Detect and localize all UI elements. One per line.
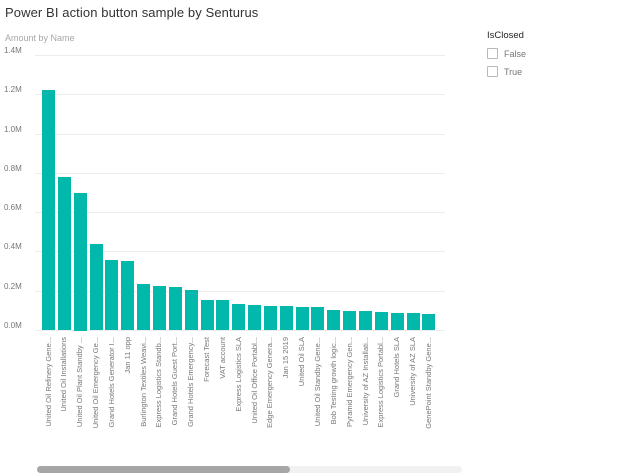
x-axis-label: Jan 11 opp bbox=[123, 337, 132, 374]
bar[interactable] bbox=[58, 177, 71, 330]
bar[interactable] bbox=[42, 90, 55, 330]
y-axis-tick-label: 0.4M bbox=[4, 242, 22, 251]
gridline bbox=[35, 251, 445, 252]
x-axis-label: Grand Hotels Generator I... bbox=[107, 337, 116, 428]
x-axis-label: VAT account bbox=[218, 337, 227, 379]
bar[interactable] bbox=[201, 300, 214, 330]
horizontal-scrollbar-track[interactable] bbox=[37, 466, 462, 473]
isclosed-slicer: IsClosed False True bbox=[487, 30, 597, 84]
y-axis-tick-label: 0.2M bbox=[4, 282, 22, 291]
x-axis-label: United Oil Emergency Ge... bbox=[91, 337, 100, 429]
bar[interactable] bbox=[90, 244, 103, 330]
bar[interactable] bbox=[296, 307, 309, 330]
x-axis-label: Grand Hotels Emergency... bbox=[186, 337, 195, 427]
x-axis-label: Express Logistics SLA bbox=[234, 337, 243, 412]
x-axis-label: United Oil Installations bbox=[59, 337, 68, 412]
plot-area: 0.0M 0.2M 0.4M 0.6M 0.8M 1.0M 1.2M 1.4M United O… bbox=[0, 28, 466, 448]
x-axis-label: Edge Emergency Genera... bbox=[265, 337, 274, 428]
x-axis-label: United Oil Refinery Gene... bbox=[44, 337, 53, 427]
true-checkbox-label: True bbox=[504, 66, 523, 77]
x-axis-label: Forecast Test bbox=[202, 337, 211, 382]
bar[interactable] bbox=[343, 311, 356, 330]
x-axis-label: Express Logistics Standb... bbox=[154, 337, 163, 428]
x-axis-label: University of AZ SLA bbox=[408, 337, 417, 406]
bar[interactable] bbox=[391, 313, 404, 330]
false-checkbox-label: False bbox=[504, 48, 527, 59]
bar[interactable] bbox=[264, 306, 277, 330]
chart-title: Amount by Name bbox=[5, 33, 75, 43]
x-axis-label: GenePoint Standby Gene... bbox=[424, 337, 433, 429]
slicer-title: IsClosed bbox=[487, 30, 524, 41]
x-axis-label: Grand Hotels Guest Port... bbox=[170, 337, 179, 426]
slicer-option-true[interactable]: True bbox=[487, 66, 597, 77]
x-axis-label: Express Logistics Portabl... bbox=[376, 337, 385, 428]
bar[interactable] bbox=[248, 305, 261, 330]
bar[interactable] bbox=[105, 260, 118, 330]
bar[interactable] bbox=[327, 310, 340, 330]
y-axis-tick-label: 1.4M bbox=[4, 46, 22, 55]
gridline bbox=[35, 134, 445, 135]
bar[interactable] bbox=[185, 290, 198, 330]
bar-chart-visual: Amount by Name 0.0M 0.2M 0.4M 0.6M 0.8M 1.0M 1… bbox=[0, 28, 466, 473]
bar[interactable] bbox=[216, 300, 229, 330]
x-axis-label: University of AZ Installati... bbox=[361, 337, 370, 426]
gridline bbox=[35, 212, 445, 213]
x-axis-label: United Oil SLA bbox=[297, 337, 306, 387]
bar[interactable] bbox=[375, 312, 388, 330]
gridline bbox=[35, 173, 445, 174]
x-axis-label: Burlington Textiles Weavi... bbox=[139, 337, 148, 427]
bar[interactable] bbox=[232, 304, 245, 330]
y-axis-tick-label: 0.0M bbox=[4, 321, 22, 330]
false-checkbox[interactable] bbox=[487, 48, 498, 59]
bar[interactable] bbox=[359, 311, 372, 330]
bar[interactable] bbox=[74, 193, 87, 331]
bar[interactable] bbox=[153, 286, 166, 330]
y-axis-tick-label: 1.2M bbox=[4, 85, 22, 94]
bar[interactable] bbox=[121, 261, 134, 330]
x-axis-label: United Oil Office Portabl... bbox=[250, 337, 259, 424]
y-axis-tick-label: 0.6M bbox=[4, 203, 22, 212]
x-axis-label: United Oil Standby Gene... bbox=[313, 337, 322, 427]
bar[interactable] bbox=[169, 287, 182, 330]
x-axis-label: Pyramid Emergency Gen... bbox=[345, 337, 354, 428]
gridline bbox=[35, 330, 445, 331]
slicer-option-false[interactable]: False bbox=[487, 48, 597, 59]
x-axis-label: United Oil Plant Standby ... bbox=[75, 337, 84, 428]
bar[interactable] bbox=[280, 306, 293, 330]
bar[interactable] bbox=[407, 313, 420, 330]
bar[interactable] bbox=[137, 284, 150, 330]
y-axis-tick-label: 0.8M bbox=[4, 164, 22, 173]
bar[interactable] bbox=[311, 307, 324, 330]
horizontal-scrollbar-thumb[interactable] bbox=[37, 466, 290, 473]
x-axis-label: Bob Testing growth logic... bbox=[329, 337, 338, 425]
page-title: Power BI action button sample by Senturu… bbox=[5, 5, 259, 20]
gridline bbox=[35, 55, 445, 56]
gridline bbox=[35, 94, 445, 95]
gridline bbox=[35, 291, 445, 292]
y-axis-tick-label: 1.0M bbox=[4, 125, 22, 134]
bar[interactable] bbox=[422, 314, 435, 330]
x-axis-label: Grand Hotels SLA bbox=[392, 337, 401, 398]
x-axis-label: Jan 15 2019 bbox=[281, 337, 290, 379]
true-checkbox[interactable] bbox=[487, 66, 498, 77]
